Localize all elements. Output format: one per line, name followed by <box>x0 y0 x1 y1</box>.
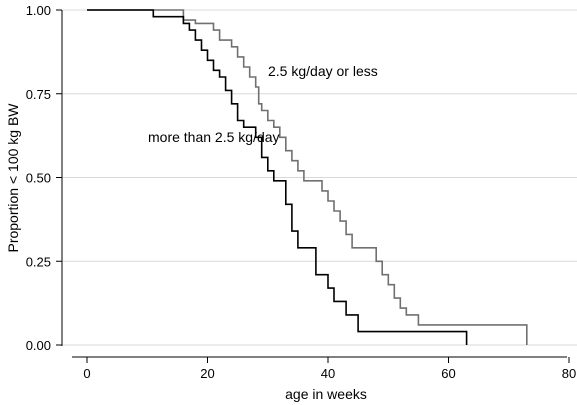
y-tick-label: 0.00 <box>26 338 51 353</box>
y-tick-label: 0.50 <box>26 171 51 186</box>
y-axis-label: Proportion < 100 kg BW <box>5 103 21 253</box>
x-tick-label: 0 <box>83 366 90 381</box>
x-axis-label: age in weeks <box>285 386 367 402</box>
annotation-high-gain: more than 2.5 kg/day <box>148 129 280 145</box>
series-line-1 <box>87 9 468 345</box>
x-tick-label: 40 <box>321 366 335 381</box>
y-ticks: 0.00 0.25 0.50 0.75 1.00 <box>26 3 62 353</box>
series-line-0 <box>87 9 528 345</box>
y-tick-label: 1.00 <box>26 3 51 18</box>
annotation-low-gain: 2.5 kg/day or less <box>268 63 378 79</box>
gridlines <box>63 9 577 346</box>
series-lines <box>87 9 528 345</box>
x-ticks: 0 20 40 60 80 <box>83 357 576 381</box>
x-tick-label: 60 <box>441 366 455 381</box>
x-tick-label: 20 <box>200 366 214 381</box>
y-tick-label: 0.25 <box>26 254 51 269</box>
x-tick-label: 80 <box>562 366 576 381</box>
y-tick-label: 0.75 <box>26 87 51 102</box>
